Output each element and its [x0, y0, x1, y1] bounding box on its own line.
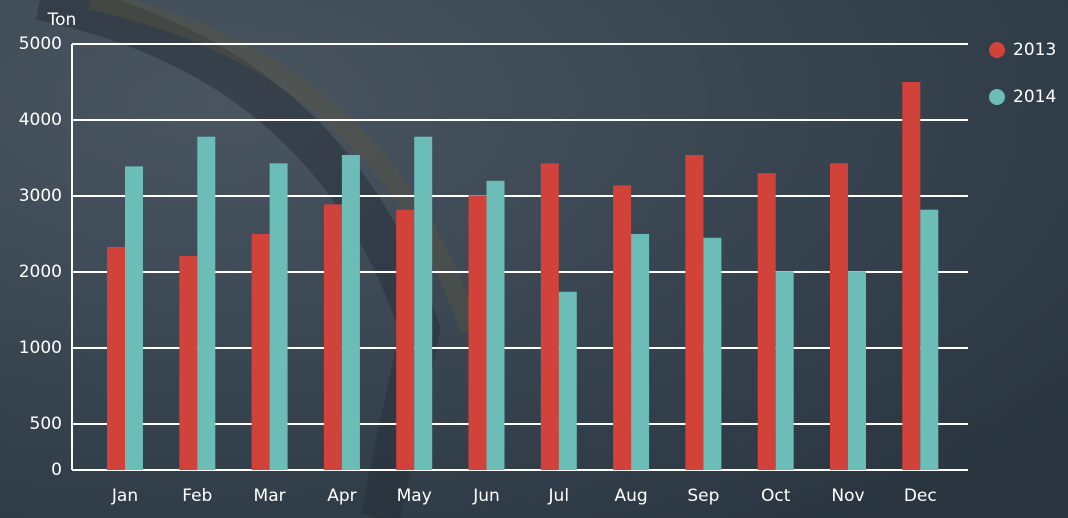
bar — [107, 247, 125, 470]
bar — [396, 210, 414, 470]
x-tick-label: Sep — [687, 486, 719, 506]
x-tick-label: Oct — [761, 486, 791, 506]
bar — [758, 173, 776, 470]
bar — [848, 271, 866, 470]
x-tick-label: Jan — [111, 486, 138, 506]
bar — [414, 137, 432, 470]
x-tick-label: Jun — [472, 486, 500, 506]
x-tick-label: Nov — [831, 486, 864, 506]
bar — [252, 234, 270, 470]
x-tick-label: Jul — [548, 486, 570, 506]
bar — [631, 234, 649, 470]
y-tick-label: 1000 — [19, 338, 62, 358]
y-tick-label: 4000 — [19, 110, 62, 130]
page: Ton 0 500 1000 2000 3000 4000 5000 Jan Feb Mar Apr… — [0, 0, 1068, 518]
bar — [559, 292, 577, 470]
chart: Ton 0 500 1000 2000 3000 4000 5000 Jan Feb Mar Apr… — [0, 0, 1068, 518]
bar — [920, 210, 938, 470]
legend-marker — [989, 42, 1005, 58]
legend-label: 2013 — [1013, 40, 1056, 60]
x-tick-label: Apr — [327, 486, 356, 506]
bar — [179, 256, 197, 470]
bar — [541, 163, 559, 470]
bar — [487, 181, 505, 470]
x-tick-label: Aug — [614, 486, 647, 506]
y-axis-label: Ton — [47, 10, 77, 30]
bar — [342, 155, 360, 470]
bar — [613, 185, 631, 470]
x-tick-label: Feb — [182, 486, 212, 506]
legend-marker — [989, 89, 1005, 105]
bar — [830, 163, 848, 470]
y-tick-label: 3000 — [19, 186, 62, 206]
y-tick-label: 500 — [30, 414, 62, 434]
bar — [469, 195, 487, 470]
bar — [324, 204, 342, 470]
bar — [703, 238, 721, 470]
y-tick-label: 5000 — [19, 34, 62, 54]
bar — [125, 166, 143, 470]
x-tick-label: Dec — [904, 486, 937, 506]
x-tick-label: Mar — [254, 486, 286, 506]
bar — [270, 163, 288, 470]
y-tick-label: 2000 — [19, 262, 62, 282]
y-tick-label: 0 — [51, 460, 62, 480]
bar — [902, 82, 920, 470]
x-tick-label: May — [397, 486, 432, 506]
bar — [197, 137, 215, 470]
bar — [776, 271, 794, 470]
bar — [685, 155, 703, 470]
legend-label: 2014 — [1013, 87, 1056, 107]
